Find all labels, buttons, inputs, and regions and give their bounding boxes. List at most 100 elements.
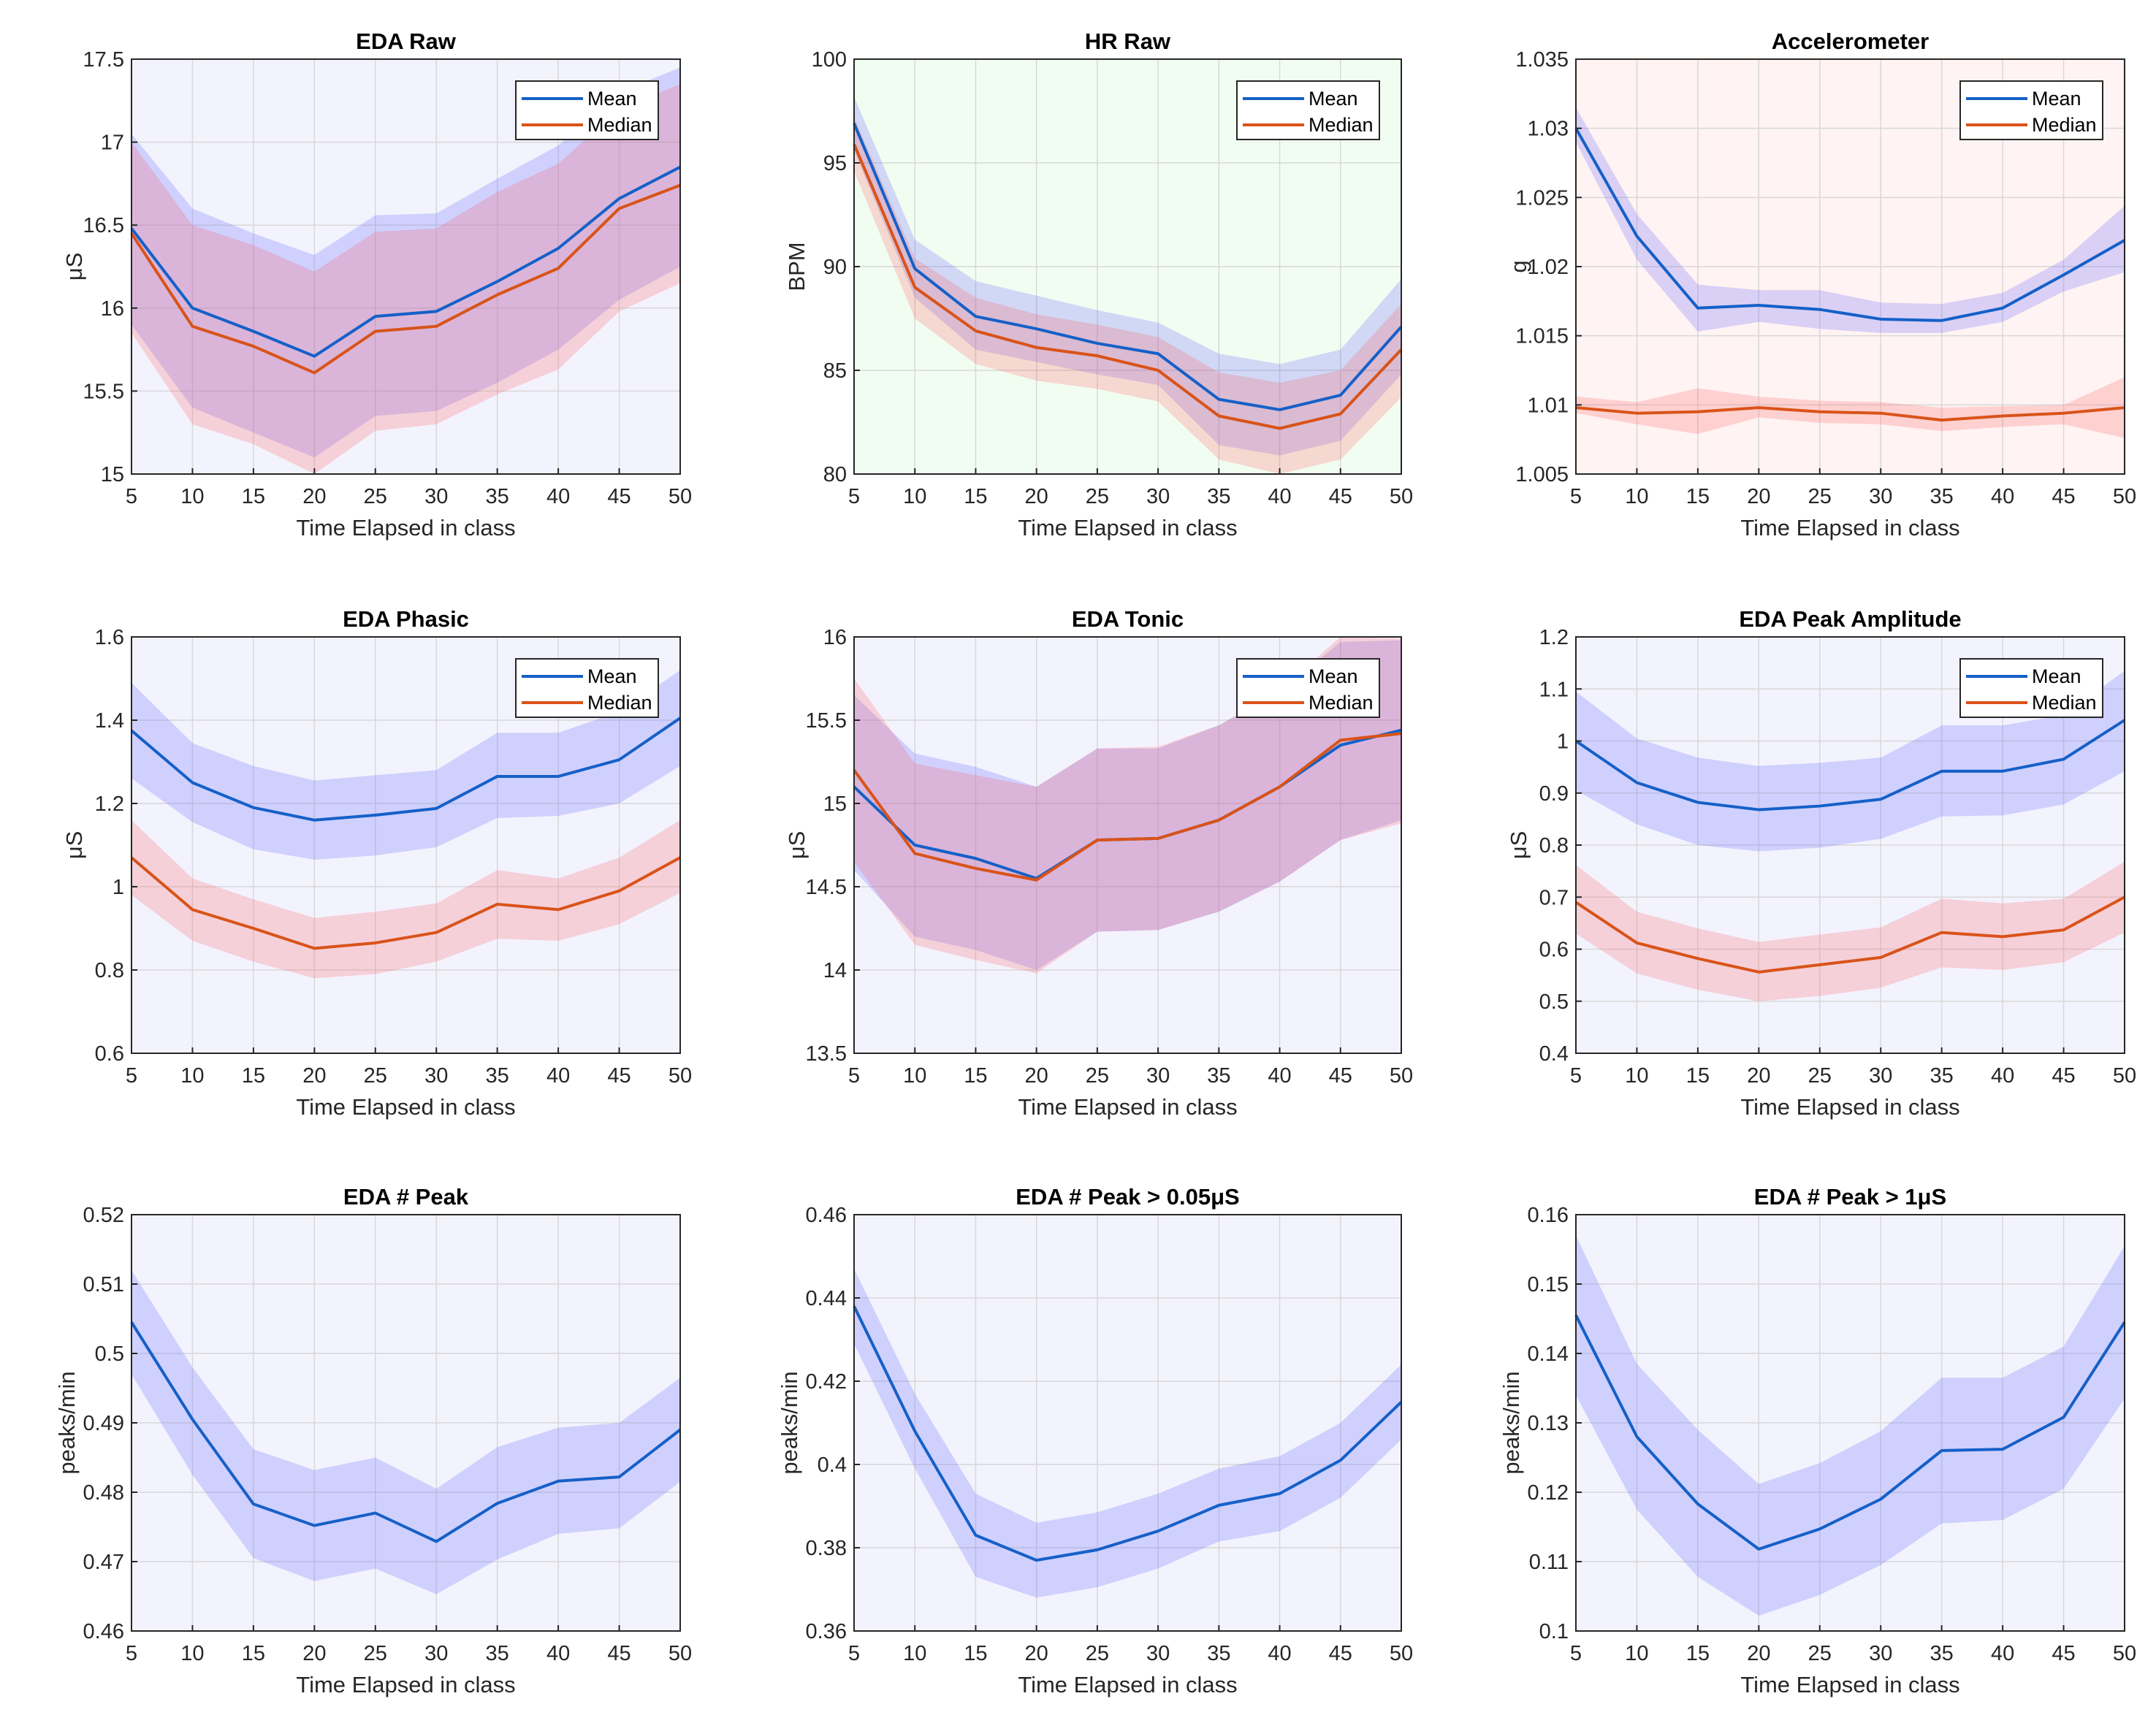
- x-axis-label: Time Elapsed in class: [1018, 1094, 1237, 1120]
- x-tick-label: 35: [1930, 485, 1954, 508]
- legend: Mean Median: [515, 80, 659, 140]
- y-tick-label: 1.1: [1539, 678, 1569, 701]
- y-tick-label: 0.38: [806, 1537, 847, 1560]
- y-tick-label: 15: [101, 463, 124, 486]
- x-tick-label: 25: [1086, 1642, 1109, 1665]
- x-tick-label: 35: [486, 1642, 509, 1665]
- y-tick-label: 80: [823, 463, 847, 486]
- y-tick-label: 15.5: [806, 709, 847, 733]
- chart-title: EDA Raw: [356, 28, 457, 54]
- x-tick-label: 45: [1329, 1064, 1352, 1088]
- x-tick-label: 10: [903, 485, 926, 508]
- subplot-9: 5 10 15 20 25 30 35 40 45 50 0.1 0.11 0.12 0.13 0.14 0.…: [1498, 1184, 2136, 1697]
- y-tick-label: 0.51: [83, 1273, 124, 1296]
- subplot-8: 5 10 15 20 25 30 35 40 45 50 0.36 0.38 0.4 0.42 0.44 0.…: [777, 1184, 1413, 1697]
- x-tick-label: 20: [302, 1642, 326, 1665]
- x-tick-label: 15: [964, 1642, 987, 1665]
- legend-label: Median: [587, 692, 652, 714]
- legend-label: Mean: [1309, 88, 1358, 110]
- x-tick-label: 45: [607, 485, 631, 508]
- series-line-mean: [1574, 127, 2125, 322]
- x-tick-label: 30: [424, 485, 448, 508]
- x-tick-label: 30: [424, 1642, 448, 1665]
- x-tick-label: 15: [1686, 1064, 1710, 1088]
- x-tick-label: 25: [364, 485, 387, 508]
- x-tick-label: 25: [1086, 1064, 1109, 1088]
- x-tick-label: 15: [242, 485, 265, 508]
- confidence-band-mean: [132, 67, 680, 458]
- series-line-mean: [1574, 719, 2126, 811]
- y-tick-label: 1.035: [1515, 48, 1569, 72]
- series-line-mean: [130, 1321, 682, 1543]
- legend-label: Median: [1309, 114, 1374, 136]
- legend-box: [515, 658, 659, 718]
- x-tick-label: 15: [1686, 1642, 1710, 1665]
- chart-title: HR Raw: [1085, 28, 1171, 54]
- legend-label: Mean: [587, 665, 637, 687]
- x-tick-label: 15: [964, 485, 987, 508]
- legend-label: Mean: [2032, 665, 2081, 687]
- series-line-median: [1574, 895, 2125, 974]
- y-axis-label: peaks/min: [1498, 1371, 1524, 1474]
- x-tick-label: 25: [1808, 485, 1832, 508]
- legend: Mean Median: [1236, 658, 1380, 718]
- confidence-band-mean: [1576, 1235, 2125, 1616]
- x-tick-label: 30: [1146, 1064, 1170, 1088]
- y-tick-label: 1.03: [1528, 118, 1569, 141]
- legend-label: Mean: [1309, 665, 1358, 687]
- legend: Mean Median: [1236, 80, 1380, 140]
- x-tick-label: 40: [1268, 1642, 1291, 1665]
- confidence-band-median: [132, 820, 680, 979]
- x-tick-label: 10: [903, 1064, 926, 1088]
- x-tick-label: 10: [1625, 1642, 1648, 1665]
- confidence-band-mean: [1576, 671, 2125, 852]
- x-tick-label: 30: [1869, 1064, 1892, 1088]
- y-tick-label: 1.2: [1539, 626, 1569, 649]
- y-tick-label: 85: [823, 359, 847, 383]
- y-axis-label: μS: [61, 253, 87, 281]
- plot-background: [854, 1215, 1401, 1631]
- x-tick-label: 35: [486, 1064, 509, 1088]
- x-tick-label: 50: [1390, 1642, 1413, 1665]
- y-tick-label: 0.48: [83, 1481, 124, 1505]
- y-tick-label: 1.01: [1528, 394, 1569, 417]
- x-tick-label: 50: [1390, 485, 1413, 508]
- y-axis-label: BPM: [784, 242, 810, 291]
- y-tick-label: 0.9: [1539, 782, 1569, 806]
- chart-title: Accelerometer: [1772, 28, 1929, 54]
- x-tick-label: 35: [486, 485, 509, 508]
- y-tick-label: 0.6: [95, 1042, 124, 1066]
- y-tick-label: 0.52: [83, 1204, 124, 1227]
- subplot-4: 5 10 15 20 25 30 35 40 45 50 0.6 0.8 1 1.2 1.4 1.6 EDA P…: [61, 606, 692, 1120]
- confidence-band-median: [854, 117, 1401, 474]
- y-axis-label: μS: [1506, 831, 1531, 860]
- x-tick-label: 15: [242, 1064, 265, 1088]
- legend-label: Median: [1309, 692, 1374, 714]
- legend-label: Median: [587, 114, 652, 136]
- subplot-7: 5 10 15 20 25 30 35 40 45 50 0.46 0.47 0.48 0.49 0.5 0.…: [54, 1184, 692, 1697]
- series-line-mean: [853, 123, 1403, 411]
- y-tick-label: 0.4: [818, 1454, 847, 1477]
- series-line-mean: [130, 165, 681, 358]
- axes-box: [131, 58, 681, 475]
- y-tick-label: 1.02: [1528, 256, 1569, 279]
- series-line-median: [130, 856, 681, 950]
- x-axis-label: Time Elapsed in class: [296, 1094, 515, 1120]
- y-tick-label: 14: [823, 959, 847, 982]
- legend: Mean Median: [1959, 80, 2103, 140]
- confidence-band-mean: [854, 1269, 1401, 1598]
- x-tick-label: 50: [2113, 1642, 2136, 1665]
- x-tick-label: 20: [1747, 1064, 1770, 1088]
- chart-title: EDA Peak Amplitude: [1739, 606, 1961, 632]
- legend-box: [1959, 658, 2103, 718]
- subplot-3: 5 10 15 20 25 30 35 40 45 50 1.005 1.01 1.015 1.02 1.0…: [1506, 28, 2136, 541]
- x-tick-label: 15: [964, 1064, 987, 1088]
- x-tick-label: 25: [364, 1642, 387, 1665]
- y-tick-label: 0.8: [95, 959, 124, 982]
- series-line-median: [1575, 406, 2125, 422]
- x-tick-label: 45: [607, 1064, 631, 1088]
- x-tick-label: 20: [302, 1064, 326, 1088]
- chart-title: EDA # Peak > 0.05μS: [1016, 1184, 1239, 1210]
- x-tick-label: 5: [126, 1642, 137, 1665]
- y-tick-label: 0.6: [1539, 939, 1569, 962]
